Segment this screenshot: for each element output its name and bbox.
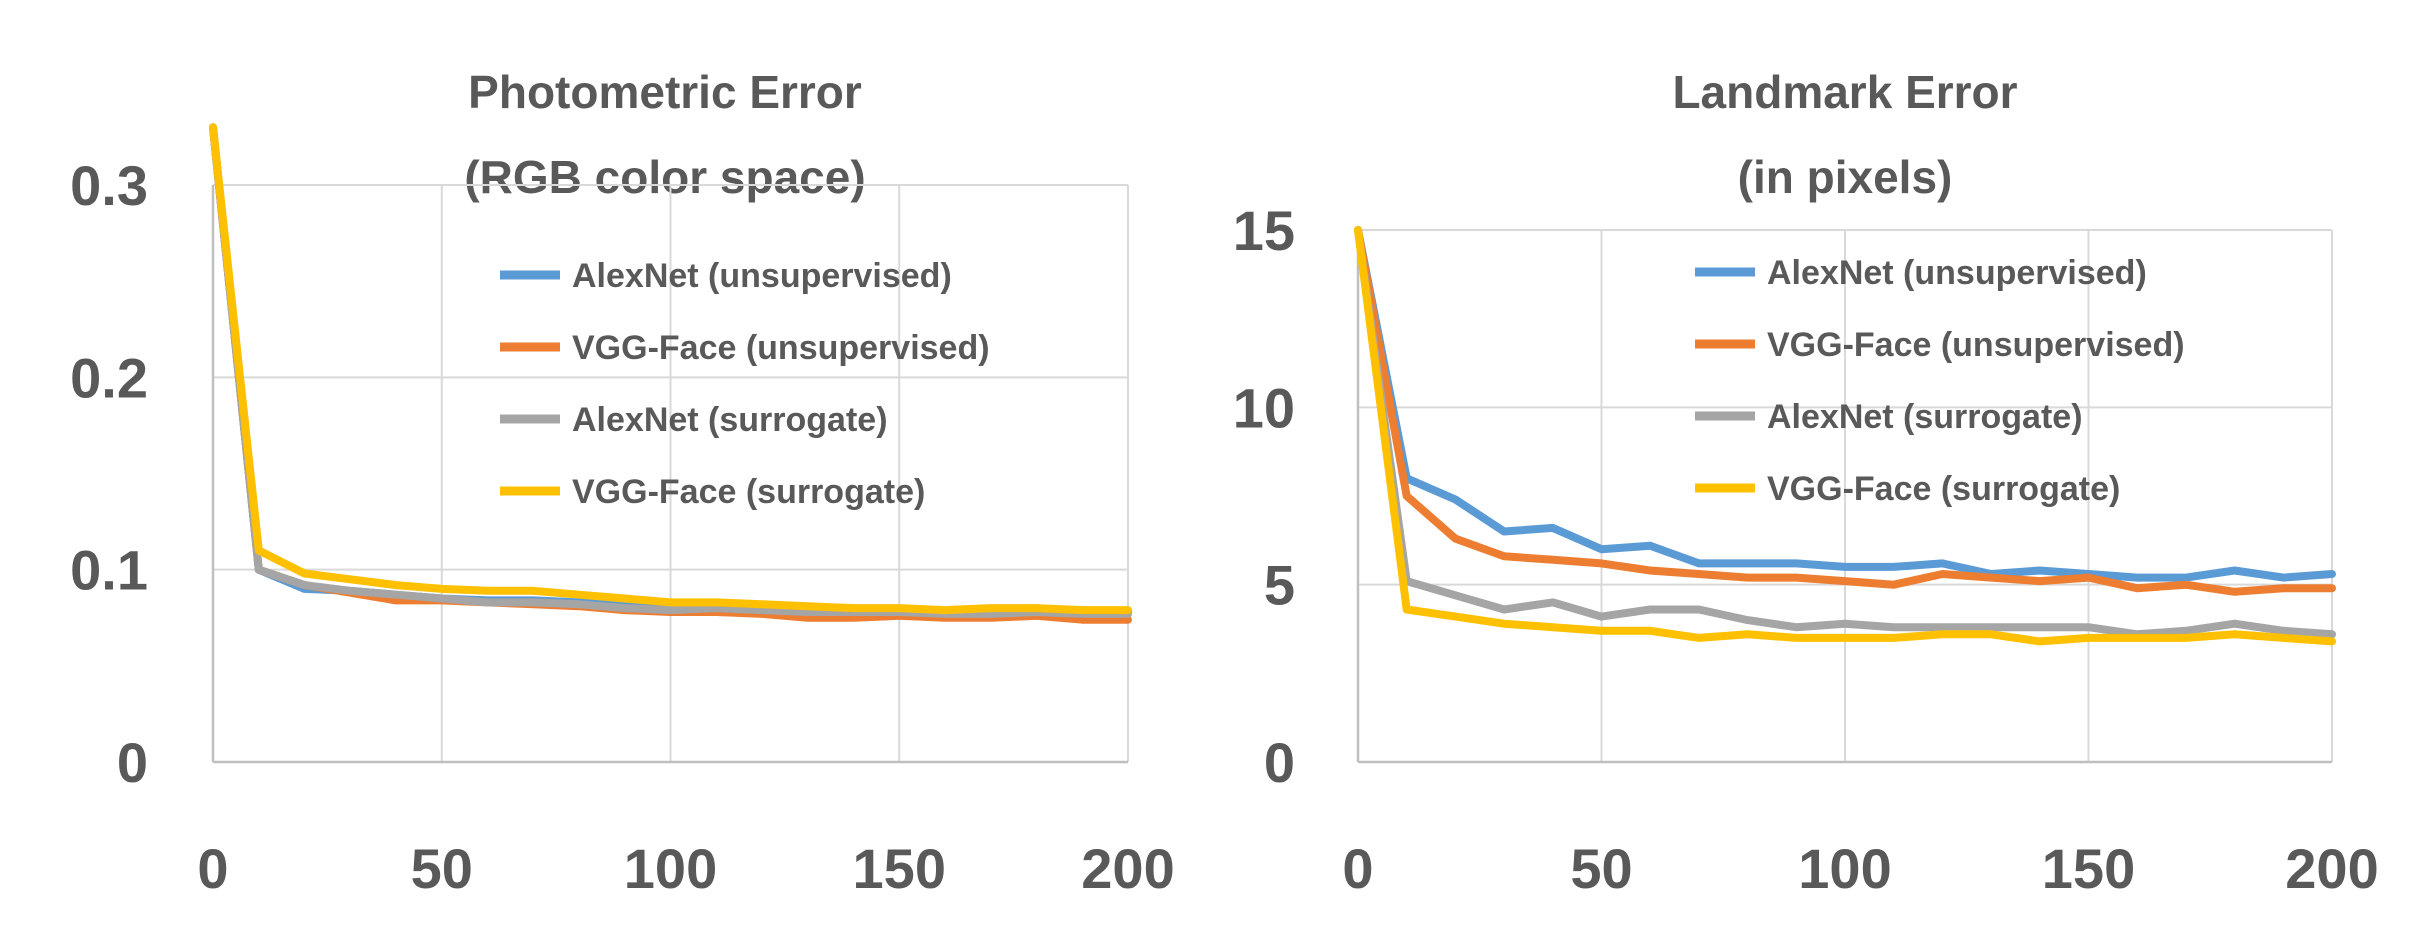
- series-line-alexnet-unsupervised: [1354, 226, 2336, 582]
- x-tick-label: 0: [1342, 837, 1373, 900]
- chart-subtitle: (in pixels): [1738, 151, 1953, 203]
- series-line-vgg-face-surrogate: [1354, 226, 2336, 646]
- y-tick-label: 0.2: [70, 346, 148, 409]
- legend-label: AlexNet (unsupervised): [572, 257, 952, 295]
- y-tick-label: 5: [1264, 554, 1295, 617]
- legend-label: AlexNet (surrogate): [572, 401, 888, 439]
- legend-label: VGG-Face (unsupervised): [1767, 326, 2185, 364]
- series-line-alexnet-surrogate: [1354, 226, 2336, 639]
- legend-label: VGG-Face (surrogate): [572, 473, 925, 511]
- x-tick-label: 150: [2042, 837, 2135, 900]
- x-tick-label: 100: [624, 837, 717, 900]
- y-tick-label: 0: [1264, 731, 1295, 794]
- x-tick-label: 150: [853, 837, 946, 900]
- chart-title: Photometric Error: [468, 66, 862, 118]
- y-tick-label: 0: [117, 731, 148, 794]
- legend-label: VGG-Face (surrogate): [1767, 470, 2120, 508]
- x-tick-label: 200: [1081, 837, 1174, 900]
- legend-label: AlexNet (unsupervised): [1767, 254, 2147, 292]
- y-tick-label: 0.3: [70, 154, 148, 217]
- chart-subtitle: (RGB color space): [464, 151, 865, 203]
- y-tick-label: 0.1: [70, 539, 148, 602]
- y-tick-label: 10: [1233, 376, 1295, 439]
- x-tick-label: 50: [1570, 837, 1632, 900]
- series-line-vgg-face-unsupervised: [1354, 226, 2336, 596]
- x-tick-label: 50: [411, 837, 473, 900]
- chart-1: Photometric Error (RGB color space) 0 0.1 0.…: [70, 66, 1175, 900]
- legend-label: VGG-Face (unsupervised): [572, 329, 990, 367]
- y-tick-label: 15: [1233, 199, 1295, 262]
- x-tick-label: 200: [2285, 837, 2378, 900]
- series-line-vgg-face-surrogate: [209, 123, 1132, 615]
- chart-title: Landmark Error: [1672, 66, 2017, 118]
- series-line-alexnet-surrogate: [209, 123, 1132, 618]
- legend-label: AlexNet (surrogate): [1767, 398, 2083, 436]
- x-tick-label: 100: [1798, 837, 1891, 900]
- x-tick-label: 0: [197, 837, 228, 900]
